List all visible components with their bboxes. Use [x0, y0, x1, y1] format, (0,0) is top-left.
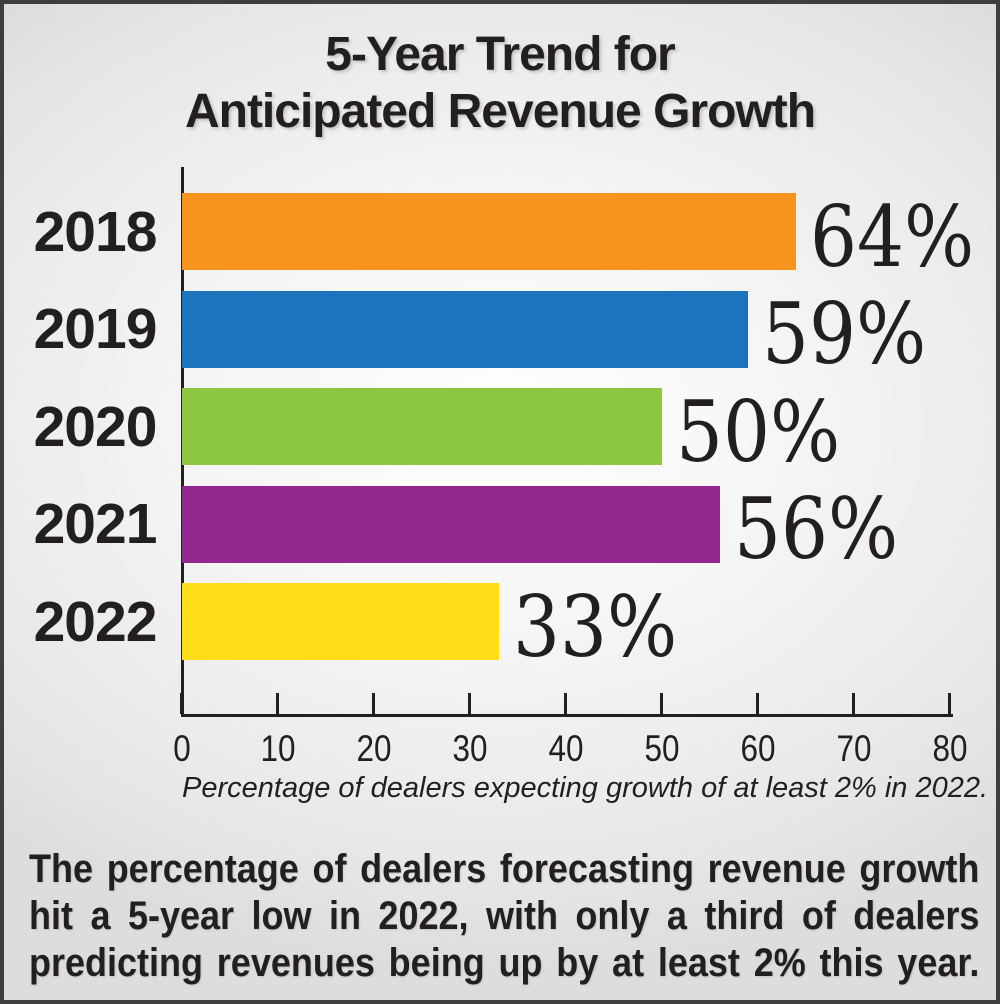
- x-tick-10: [276, 693, 279, 714]
- x-tick-80: [948, 693, 951, 714]
- value-label-2020: 50%: [676, 382, 841, 481]
- x-tick-label-10: 10: [260, 728, 296, 769]
- year-label-2020: 2020: [33, 394, 158, 459]
- footer-line-1: The percentage of dealers forecasting re…: [29, 847, 980, 891]
- x-tick-20: [372, 693, 375, 714]
- bar-2018: [182, 193, 797, 270]
- value-label-2018: 64%: [810, 187, 975, 286]
- x-tick-label-0: 0: [173, 728, 191, 769]
- value-label-2019: 59%: [762, 285, 927, 383]
- axis-caption: Percentage of dealers expecting growth o…: [182, 772, 989, 804]
- x-tick-label-30: 30: [452, 728, 488, 769]
- bar-2022: [182, 583, 499, 660]
- x-tick-label-60: 60: [740, 728, 776, 769]
- footer-text: The percentage of dealers forecasting re…: [29, 846, 979, 987]
- value-label-2021: 56%: [733, 480, 898, 578]
- chart-title-line-1: 5-Year Trend for: [325, 28, 675, 81]
- chart-title: 5-Year Trend for Anticipated Revenue Gro…: [4, 26, 996, 140]
- x-tick-60: [756, 693, 759, 714]
- x-tick-label-80: 80: [932, 728, 968, 769]
- year-label-2019: 2019: [33, 297, 158, 361]
- bar-chart: 2018 64% 2019 59% 2020 50% 2021 56% 2022 33% 0 10 2…: [4, 4, 996, 1000]
- x-tick-label-40: 40: [548, 728, 584, 769]
- x-tick-30: [468, 693, 471, 714]
- x-tick-50: [660, 693, 663, 714]
- x-tick-70: [852, 693, 855, 714]
- x-tick-40: [564, 693, 567, 714]
- chart-title-line-2: Anticipated Revenue Growth: [184, 85, 816, 138]
- value-label-2022: 33%: [512, 577, 678, 676]
- year-label-2022: 2022: [33, 589, 158, 654]
- bar-2019: [182, 290, 749, 368]
- footer-line-2: hit a 5-year low in 2022, with only a th…: [29, 894, 980, 938]
- bar-2020: [182, 388, 662, 465]
- bar-2021: [182, 485, 720, 563]
- x-tick-label-50: 50: [644, 728, 680, 769]
- x-tick-label-70: 70: [836, 728, 872, 769]
- year-label-2021: 2021: [33, 492, 158, 556]
- x-axis-line: [181, 714, 953, 717]
- year-label-2018: 2018: [33, 199, 158, 264]
- footer-line-3: predicting revenues being up by at least…: [29, 941, 980, 985]
- x-tick-label-20: 20: [356, 728, 392, 769]
- x-tick-0: [180, 693, 183, 714]
